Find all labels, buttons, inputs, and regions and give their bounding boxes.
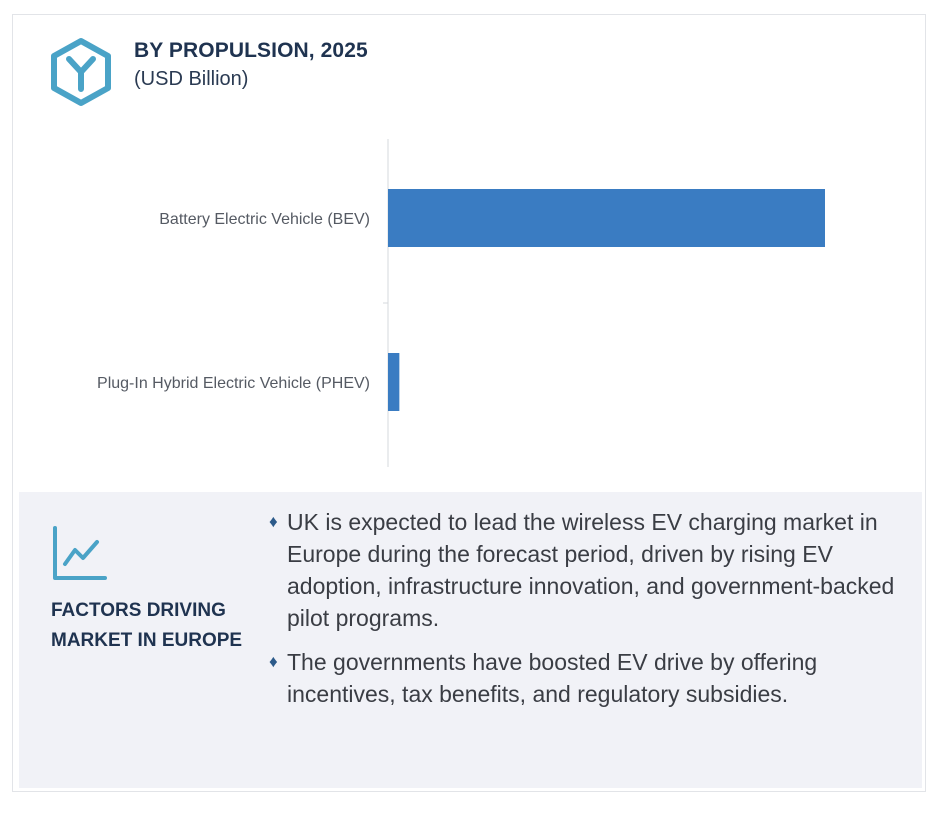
hexagon-y-icon: [51, 38, 111, 106]
bar-chart: Battery Electric Vehicle (BEV) Plug-In Hy…: [97, 139, 825, 467]
category-label: Plug-In Hybrid Electric Vehicle (PHEV): [97, 375, 370, 392]
chart-title: BY PROPULSION, 2025: [134, 39, 368, 62]
chart-subtitle: (USD Billion): [134, 68, 249, 90]
factors-heading: FACTORS DRIVING MARKET IN EUROPE: [51, 600, 243, 651]
list-item: ♦ UK is expected to lead the wireless EV…: [269, 506, 919, 634]
line-chart-icon: [53, 526, 107, 580]
category-label: Battery Electric Vehicle (BEV): [159, 211, 370, 228]
propulsion-card: BY PROPULSION, 2025 (USD Billion) Batter…: [12, 14, 926, 792]
bullet-text: UK is expected to lead the wireless EV c…: [287, 509, 895, 631]
bar-0: [388, 189, 825, 247]
diamond-bullet-icon: ♦: [269, 652, 278, 671]
factors-panel: FACTORS DRIVING MARKET IN EUROPE ♦ UK is…: [19, 492, 922, 788]
diamond-bullet-icon: ♦: [269, 512, 278, 531]
bullet-text: The governments have boosted EV drive by…: [287, 649, 818, 707]
list-item: ♦ The governments have boosted EV drive …: [269, 646, 919, 710]
factors-list: ♦ UK is expected to lead the wireless EV…: [269, 506, 919, 722]
bar-1: [388, 353, 400, 411]
